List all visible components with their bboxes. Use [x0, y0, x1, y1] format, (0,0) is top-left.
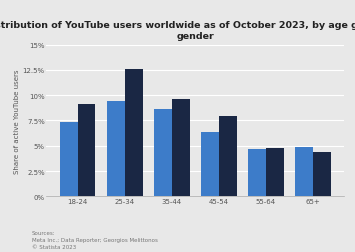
Bar: [172, 100, 190, 197]
Y-axis label: Share of active YouTube users: Share of active YouTube users: [14, 69, 20, 173]
Bar: [248, 149, 266, 197]
Bar: [295, 147, 313, 197]
Bar: [78, 105, 95, 197]
Bar: [125, 70, 143, 197]
Text: Sources:
Meta Inc.; Data Reporter; Georgios Melittonos
© Statista 2023: Sources: Meta Inc.; Data Reporter; Georg…: [32, 231, 158, 249]
Bar: [154, 110, 172, 197]
Bar: [219, 117, 237, 197]
Bar: [313, 152, 331, 197]
Bar: [60, 123, 78, 197]
Bar: [107, 102, 125, 197]
Bar: [201, 132, 219, 197]
Bar: [266, 148, 284, 197]
Title: Distribution of YouTube users worldwide as of October 2023, by age group and
gen: Distribution of YouTube users worldwide …: [0, 21, 355, 40]
